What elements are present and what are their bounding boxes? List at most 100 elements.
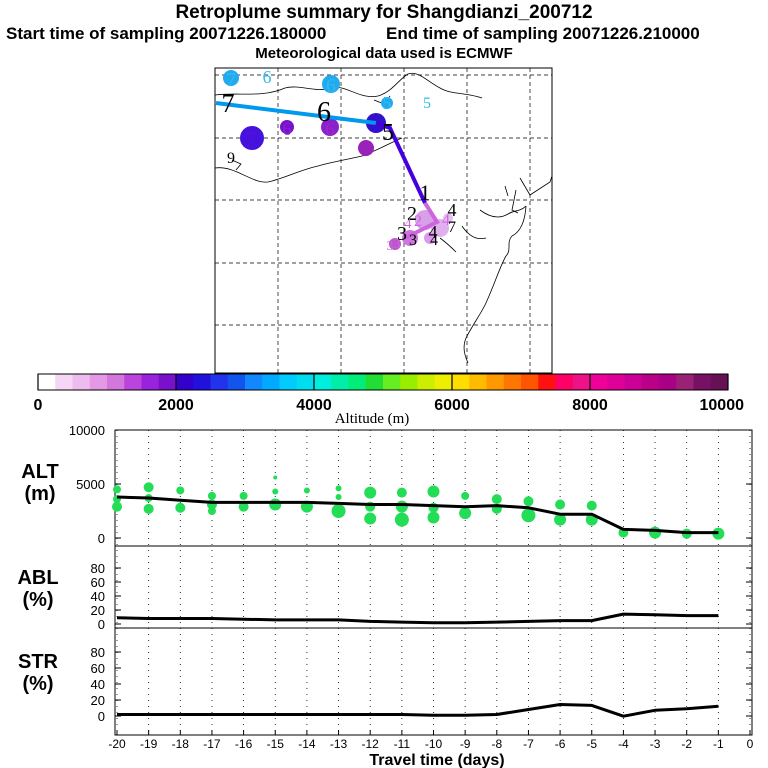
altitude-dot	[554, 513, 567, 526]
map-day-label: 4	[448, 200, 457, 220]
colorbar-cells	[38, 374, 729, 390]
map-day-label: 3	[409, 232, 417, 249]
y-tick-label: 40	[91, 677, 105, 692]
altitude-dot	[175, 502, 186, 513]
altitude-dot	[521, 508, 536, 523]
colorbar-cell	[365, 374, 384, 390]
colorbar-cell	[538, 374, 556, 390]
x-tick-label: -5	[586, 737, 597, 751]
x-tick-label: -15	[267, 737, 285, 751]
colorbar-cell	[452, 374, 470, 390]
altitude-dot	[364, 512, 377, 525]
altitude-dot	[335, 485, 342, 492]
colorbar-cell	[521, 374, 539, 390]
y-tick-label: 0	[98, 531, 105, 546]
altitude-dot	[331, 504, 346, 518]
plume-blob	[280, 120, 294, 134]
map-day-label: 6	[326, 119, 335, 139]
y-tick-label: 20	[91, 603, 105, 618]
map-day-label: 6	[326, 75, 336, 97]
y-tick-label: 40	[91, 589, 105, 604]
map-day-label: 6	[263, 67, 272, 87]
altitude-dot	[113, 485, 121, 494]
map-day-label: 4	[405, 217, 412, 232]
abl-panel-title: ABL (%)	[17, 567, 58, 611]
track-segment-late	[404, 201, 440, 240]
x-tick-label: -4	[618, 737, 629, 751]
x-axis-title: Travel time (days)	[369, 752, 504, 768]
map-day-label: 5	[362, 140, 371, 160]
altitude-colorbar: 0 2000 4000 6000 8000 10000 Altitude (m)	[34, 373, 745, 427]
series-lines	[116, 495, 719, 718]
colorbar-cell	[331, 374, 349, 390]
plume-blob	[322, 75, 340, 93]
map-day-label: 7	[222, 89, 235, 118]
x-tick-label: -12	[362, 737, 380, 751]
colorbar-tick-label: 4000	[296, 397, 332, 414]
y-tick-label: 0	[98, 617, 105, 632]
sampling-times: Start time of sampling 20071226.180000 E…	[6, 24, 762, 44]
retroplume-track	[215, 101, 440, 240]
altitude-dot	[303, 487, 310, 494]
colorbar-cell	[503, 374, 522, 390]
altitude-dot	[112, 501, 122, 512]
track-segment-early	[215, 101, 377, 125]
altitude-dot	[143, 503, 154, 514]
panels-frame	[114, 429, 753, 736]
altitude-dot	[395, 500, 408, 513]
colorbar-cell	[607, 374, 625, 390]
altitude-dot	[427, 485, 440, 498]
end-time-label: End time of sampling 20071226.210000	[386, 24, 700, 43]
x-tick-label: -3	[650, 737, 661, 751]
colorbar-cell	[590, 374, 608, 390]
x-tick-label: -19	[140, 737, 158, 751]
x-tick-label: -6	[555, 737, 566, 751]
colorbar-label: Altitude (m)	[335, 411, 410, 427]
altitude-dot	[335, 493, 342, 500]
colorbar-cell	[72, 374, 91, 390]
altitude-dot	[523, 496, 534, 507]
map-day-label: 5	[423, 95, 431, 112]
colorbar-tick-label: 0	[34, 397, 43, 414]
y-tick-label: 0	[98, 709, 105, 724]
colorbar-tick-label: 6000	[434, 397, 470, 414]
y-tick-label: 5000	[76, 477, 105, 492]
colorbar-cell	[417, 374, 436, 390]
map-day-label: 4	[442, 212, 450, 229]
plume-blob	[424, 232, 436, 244]
x-tick-label: 0	[747, 737, 754, 751]
colorbar-cell	[176, 374, 194, 390]
map-day-label: 3	[397, 223, 407, 245]
colorbar-cell	[193, 374, 211, 390]
map-day-label: 7	[226, 69, 236, 91]
colorbar-tick-label: 10000	[700, 397, 745, 414]
start-time-label: Start time of sampling 20071226.180000	[6, 24, 327, 43]
x-tick-label: -13	[330, 737, 348, 751]
x-tick-label: -14	[298, 737, 316, 751]
colorbar-cell	[676, 374, 694, 390]
colorbar-cell	[641, 374, 660, 390]
track-segment-mid	[375, 121, 427, 204]
altitude-dot	[239, 491, 248, 500]
colorbar-cell	[624, 374, 643, 390]
x-tick-label: -16	[235, 737, 253, 751]
colorbar-cell	[572, 374, 591, 390]
altitude-dot	[461, 491, 470, 500]
map-day-label: 6	[317, 97, 331, 128]
altitude-dot	[427, 511, 440, 524]
colorbar-tick-label: 2000	[158, 397, 194, 414]
map-frame	[214, 67, 553, 374]
colorbar-cell	[107, 374, 125, 390]
colorbar-cell	[210, 374, 229, 390]
map-day-label: 1	[420, 180, 431, 205]
plume-blob	[223, 70, 239, 86]
map-day-label: 7	[245, 127, 256, 152]
y-tick-label: 80	[91, 561, 105, 576]
colorbar-cell	[124, 374, 142, 390]
altitude-dot	[364, 486, 377, 499]
altitude-dot	[649, 526, 662, 539]
